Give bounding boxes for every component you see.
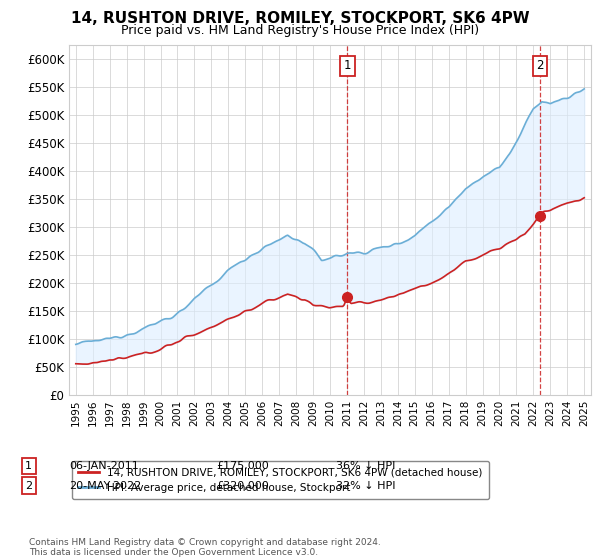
Text: 20-MAY-2022: 20-MAY-2022	[69, 480, 141, 491]
Text: 2: 2	[536, 59, 544, 72]
Text: 36% ↓ HPI: 36% ↓ HPI	[336, 461, 395, 471]
Text: 1: 1	[344, 59, 351, 72]
Text: 1: 1	[25, 461, 32, 471]
Legend: 14, RUSHTON DRIVE, ROMILEY, STOCKPORT, SK6 4PW (detached house), HPI: Average pr: 14, RUSHTON DRIVE, ROMILEY, STOCKPORT, S…	[71, 461, 488, 499]
Text: £320,000: £320,000	[216, 480, 269, 491]
Text: £175,000: £175,000	[216, 461, 269, 471]
Text: Price paid vs. HM Land Registry's House Price Index (HPI): Price paid vs. HM Land Registry's House …	[121, 24, 479, 36]
Text: 2: 2	[25, 480, 32, 491]
Text: Contains HM Land Registry data © Crown copyright and database right 2024.
This d: Contains HM Land Registry data © Crown c…	[29, 538, 380, 557]
Text: 06-JAN-2011: 06-JAN-2011	[69, 461, 139, 471]
Text: 32% ↓ HPI: 32% ↓ HPI	[336, 480, 395, 491]
Text: 14, RUSHTON DRIVE, ROMILEY, STOCKPORT, SK6 4PW: 14, RUSHTON DRIVE, ROMILEY, STOCKPORT, S…	[71, 11, 529, 26]
